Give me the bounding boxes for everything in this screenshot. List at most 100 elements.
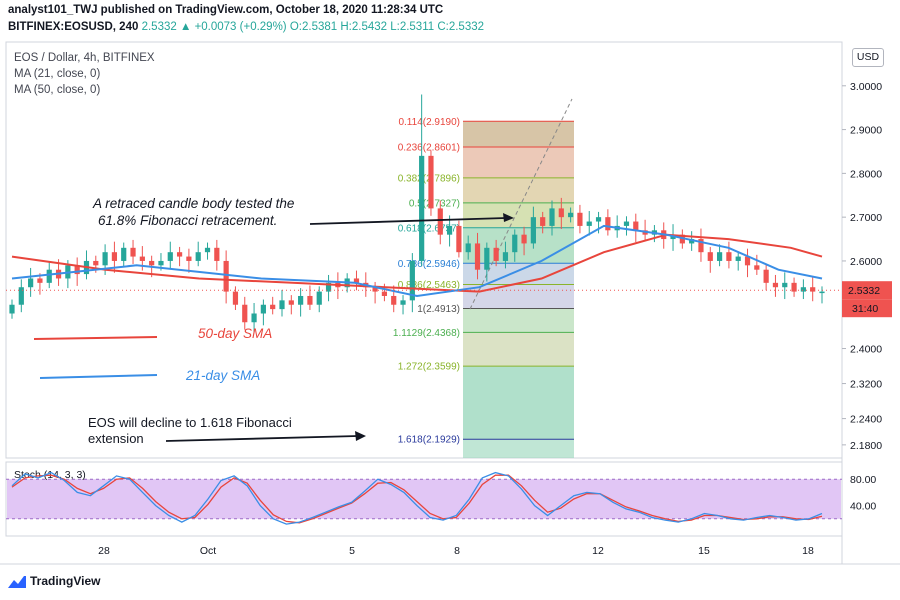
currency-button[interactable]: USD: [852, 48, 884, 67]
candle-body: [744, 256, 751, 266]
price-tick-label: 2.7000: [850, 212, 882, 224]
candle-body: [428, 155, 434, 209]
candle-body: [465, 243, 471, 253]
decline-note-arrowhead: [355, 431, 366, 441]
candle-body: [372, 287, 378, 292]
fib-note-arrow: [309, 217, 507, 225]
candle-body: [754, 265, 760, 270]
candle-body: [381, 291, 388, 296]
price-tick-label: 2.9000: [850, 125, 882, 137]
candle-body: [167, 252, 173, 261]
fib-zone: [463, 308, 574, 333]
candle-body: [437, 208, 443, 235]
ma21-line: [11, 224, 823, 298]
tradingview-logo-icon: [8, 575, 26, 588]
fib-zone: [463, 227, 574, 264]
candle-body: [260, 304, 266, 314]
candle-body: [204, 247, 211, 253]
candle-body: [484, 247, 490, 270]
candle-body: [707, 252, 713, 261]
candle-body: [595, 217, 602, 222]
candle-body: [279, 300, 285, 310]
fib-note-line2: 61.8% Fibonacci retracement.: [98, 213, 277, 228]
candle-body: [586, 221, 592, 226]
candle-body: [791, 282, 797, 292]
candle-body: [121, 247, 127, 261]
countdown-badge-text: 31:40: [852, 303, 878, 315]
fib-level-label: 0.236(2.8601): [398, 143, 460, 154]
fib-zone: [463, 147, 574, 178]
fib-zone: [463, 177, 574, 203]
candle-body: [716, 252, 723, 261]
fib-zone: [463, 366, 574, 440]
candle-body: [623, 221, 630, 226]
time-tick-label: 5: [349, 545, 355, 557]
candle-body: [549, 208, 555, 226]
candle-body: [512, 234, 518, 253]
candle-body: [93, 260, 99, 266]
candle-body: [698, 239, 704, 253]
candle-body: [353, 278, 360, 283]
candle-body: [502, 252, 509, 261]
candle-body: [391, 295, 397, 305]
fib-level-label: 0.114(2.9190): [398, 117, 460, 128]
candle-body: [149, 260, 155, 266]
price-tick-label: 3.0000: [850, 81, 882, 93]
fib-level-label: 0.618(2.6757): [398, 223, 460, 234]
time-tick-label: 12: [592, 545, 604, 557]
candle-body: [726, 252, 732, 261]
candle-body: [242, 304, 248, 323]
candle-body: [735, 256, 741, 261]
candle-body: [810, 287, 816, 292]
candle-body: [18, 287, 24, 305]
candle-body: [763, 269, 769, 283]
fib-zone: [463, 121, 574, 148]
stoch-tick-label: 80.00: [850, 474, 876, 486]
candle-body: [270, 304, 276, 310]
price-tick-label: 2.6000: [850, 256, 882, 268]
candle-body: [568, 212, 574, 218]
candle-body: [577, 212, 583, 226]
up-triangle-icon: ▲: [179, 21, 192, 33]
stoch-k-line: [11, 471, 823, 525]
candle-body: [298, 295, 304, 305]
decline-note-line2: extension: [88, 431, 144, 446]
tradingview-brand[interactable]: TradingView: [8, 574, 100, 588]
price-tick-label: 2.1800: [850, 440, 882, 452]
candle-body: [232, 291, 239, 305]
candle-body: [158, 260, 164, 266]
candle-body: [605, 217, 611, 231]
candle-body: [325, 282, 332, 292]
fib-zone: [463, 439, 574, 458]
fib-zone: [463, 284, 574, 309]
time-tick-label: 28: [98, 545, 110, 557]
candle-body: [139, 256, 145, 261]
candle-body: [800, 287, 806, 292]
publish-info: analyst101_TWJ published on TradingView.…: [8, 4, 443, 16]
countdown-badge: [842, 299, 892, 318]
stoch-band: [7, 479, 841, 519]
last-price-badge: [842, 281, 892, 300]
fib-zone: [463, 202, 574, 228]
price-tick-label: 2.8000: [850, 168, 882, 180]
candle-body: [111, 252, 118, 261]
candle-body: [530, 217, 536, 244]
legend-ma21: MA (21, close, 0): [14, 68, 101, 80]
candle-body: [316, 291, 322, 305]
candle-body: [102, 252, 108, 266]
fib-level-label: 1.618(2.1929): [398, 435, 460, 446]
candle-body: [176, 252, 183, 257]
time-tick-label: Oct: [200, 545, 216, 557]
candle-body: [446, 225, 453, 235]
candle-body: [689, 239, 695, 244]
fib-level-label: 0.786(2.5946): [398, 259, 460, 270]
ohlc-values: O:2.5381 H:2.5432 L:2.5311 C:2.5332: [289, 21, 485, 33]
candle-body: [782, 282, 788, 288]
candle-body: [307, 295, 313, 305]
candle-body: [558, 208, 564, 218]
candle-body: [819, 291, 825, 294]
fib-level-label: 1.1129(2.4368): [393, 328, 460, 339]
candle-body: [493, 247, 499, 261]
